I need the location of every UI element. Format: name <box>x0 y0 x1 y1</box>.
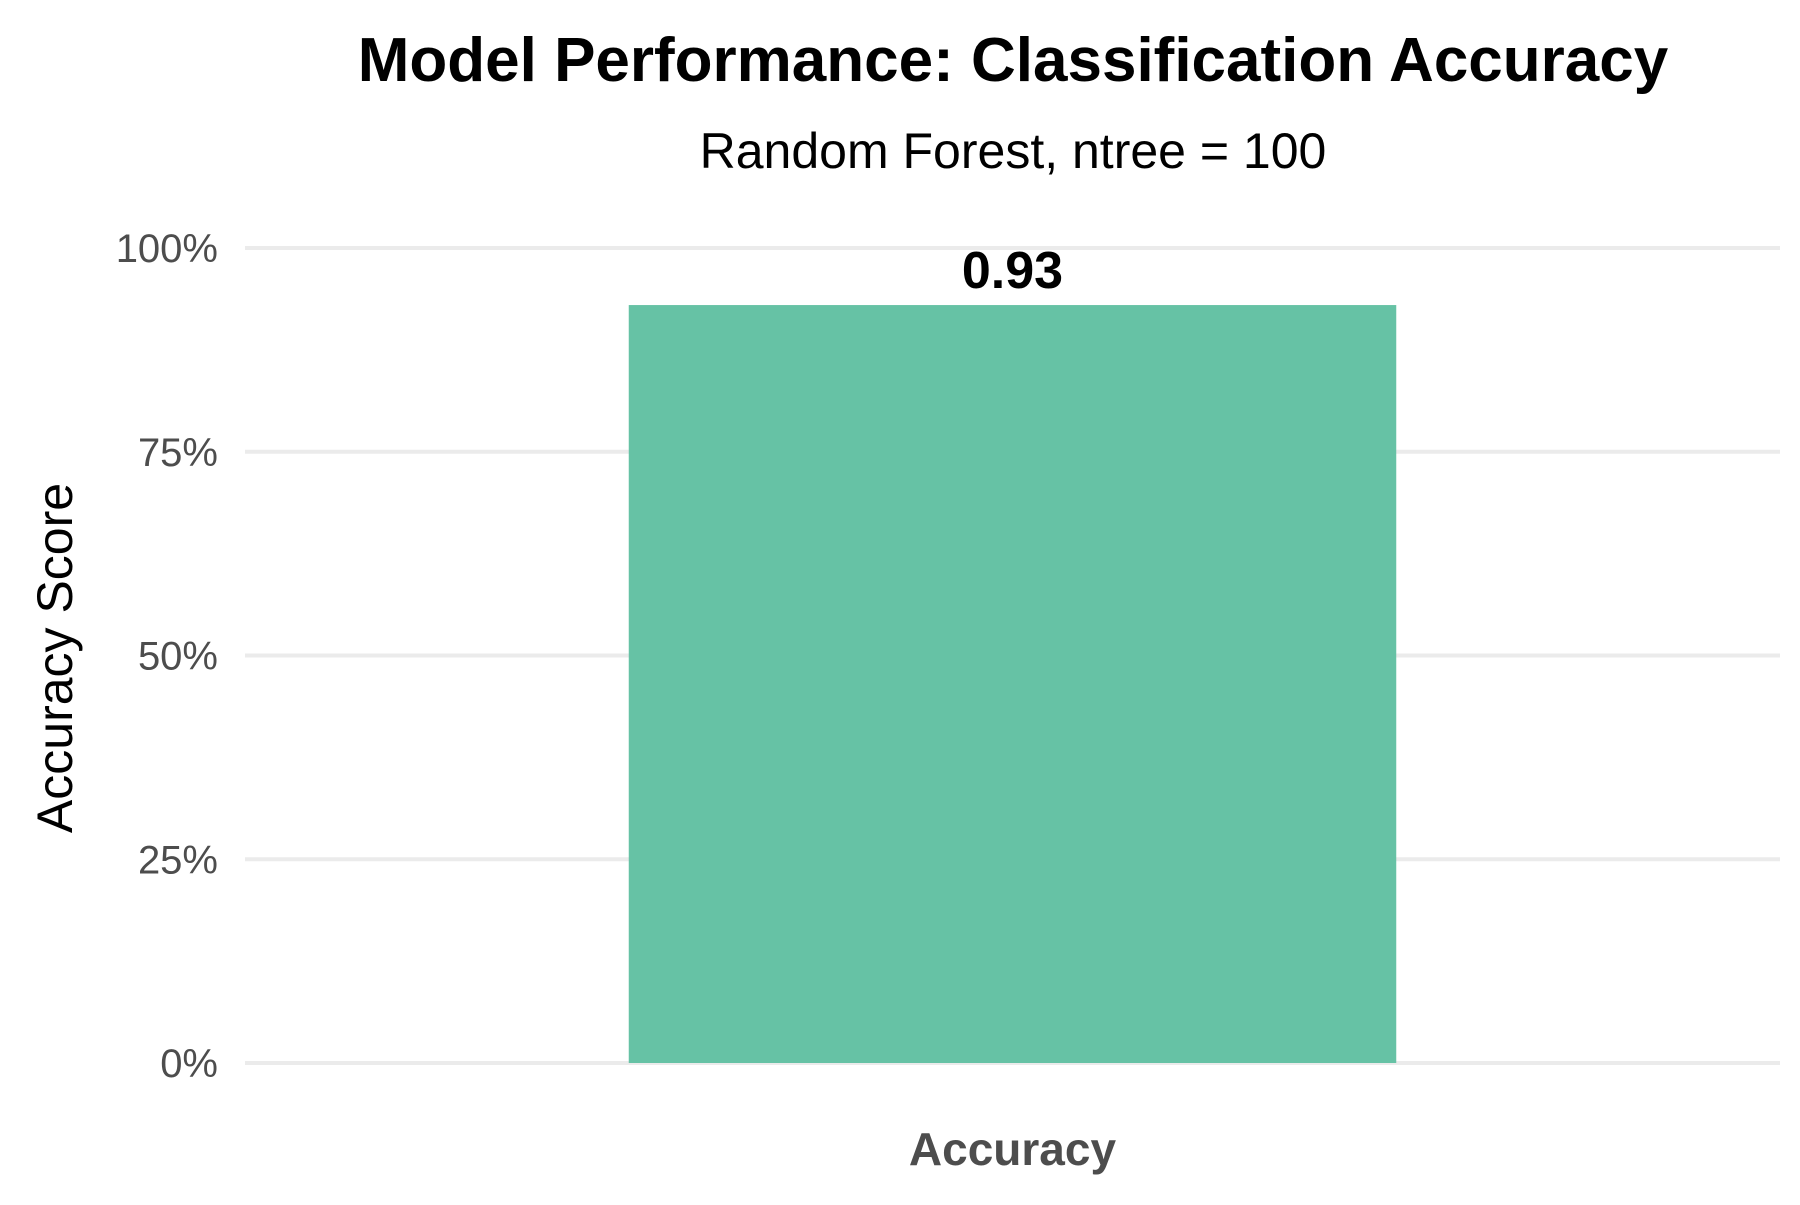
chart-title: Model Performance: Classification Accura… <box>358 26 1669 95</box>
bar-value-label: 0.93 <box>962 242 1063 300</box>
data-labels: 0.93 <box>962 242 1063 300</box>
x-tick-label: Accuracy <box>909 1123 1117 1175</box>
y-tick-label: 0% <box>160 1042 218 1086</box>
bars <box>628 305 1397 1063</box>
y-axis-ticks: 0% 25% 50% 75% 100% <box>116 227 218 1086</box>
y-axis-title: Accuracy Score <box>27 483 83 833</box>
y-tick-label: 75% <box>138 431 218 475</box>
bar <box>628 305 1397 1063</box>
chart-subtitle: Random Forest, ntree = 100 <box>700 123 1327 179</box>
y-tick-label: 25% <box>138 838 218 882</box>
y-tick-label: 100% <box>116 227 218 271</box>
x-axis-ticks: Accuracy <box>909 1123 1117 1175</box>
y-tick-label: 50% <box>138 635 218 679</box>
